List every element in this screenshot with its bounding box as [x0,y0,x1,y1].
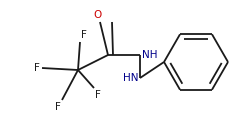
Text: O: O [93,10,101,20]
Text: F: F [55,102,61,112]
Text: F: F [81,30,87,40]
Text: HN: HN [122,73,138,83]
Text: NH: NH [142,50,158,60]
Text: F: F [34,63,40,73]
Text: F: F [95,90,101,100]
